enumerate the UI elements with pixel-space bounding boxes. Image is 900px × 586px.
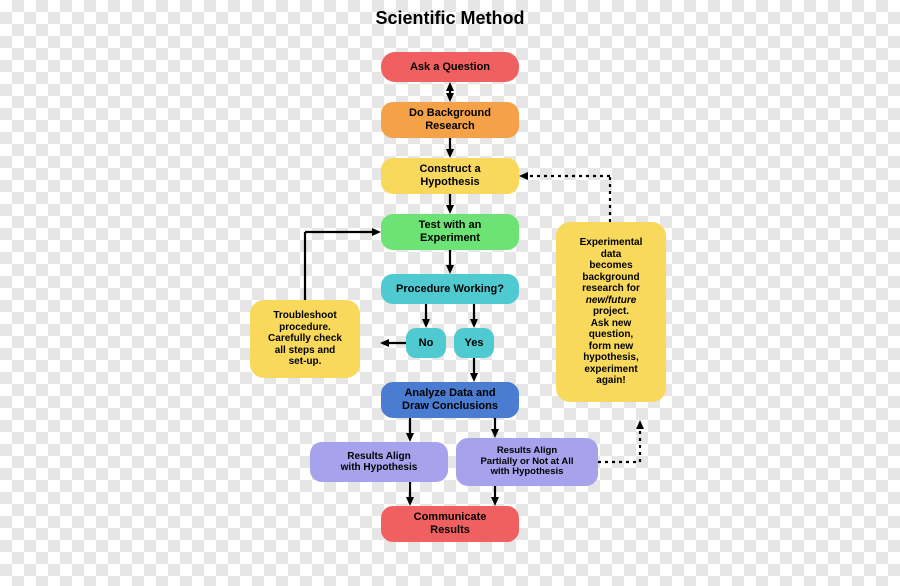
node-label: Analyze Data andDraw Conclusions [402,387,498,412]
node-no: No [406,328,446,358]
node-label: Ask a Question [410,61,490,74]
diagram-title: Scientific Method [0,8,900,29]
diagram-stage: Scientific Method Ask a Question Do Back… [0,0,900,586]
node-label: Procedure Working? [396,283,504,296]
node-yes: Yes [454,328,494,358]
node-construct-hypothesis: Construct aHypothesis [381,158,519,194]
node-label: Yes [465,337,484,350]
node-troubleshoot: Troubleshootprocedure.Carefully checkall… [250,300,360,378]
node-label: Construct aHypothesis [419,163,480,188]
node-label: Experimentaldatabecomesbackgroundresearc… [580,237,643,387]
node-label: CommunicateResults [414,511,487,536]
node-label: Troubleshootprocedure.Carefully checkall… [268,310,342,368]
node-label: Results AlignPartially or Not at Allwith… [480,446,573,479]
node-future-research: Experimentaldatabecomesbackgroundresearc… [556,222,666,402]
node-results-align: Results Alignwith Hypothesis [310,442,448,482]
node-results-partial: Results AlignPartially or Not at Allwith… [456,438,598,486]
node-label: No [419,337,434,350]
node-label: Do BackgroundResearch [409,107,491,132]
node-procedure-working: Procedure Working? [381,274,519,304]
node-test-experiment: Test with anExperiment [381,214,519,250]
node-communicate-results: CommunicateResults [381,506,519,542]
node-analyze-data: Analyze Data andDraw Conclusions [381,382,519,418]
node-label: Results Alignwith Hypothesis [341,451,418,474]
node-ask-question: Ask a Question [381,52,519,82]
node-background-research: Do BackgroundResearch [381,102,519,138]
node-label: Test with anExperiment [419,219,482,244]
